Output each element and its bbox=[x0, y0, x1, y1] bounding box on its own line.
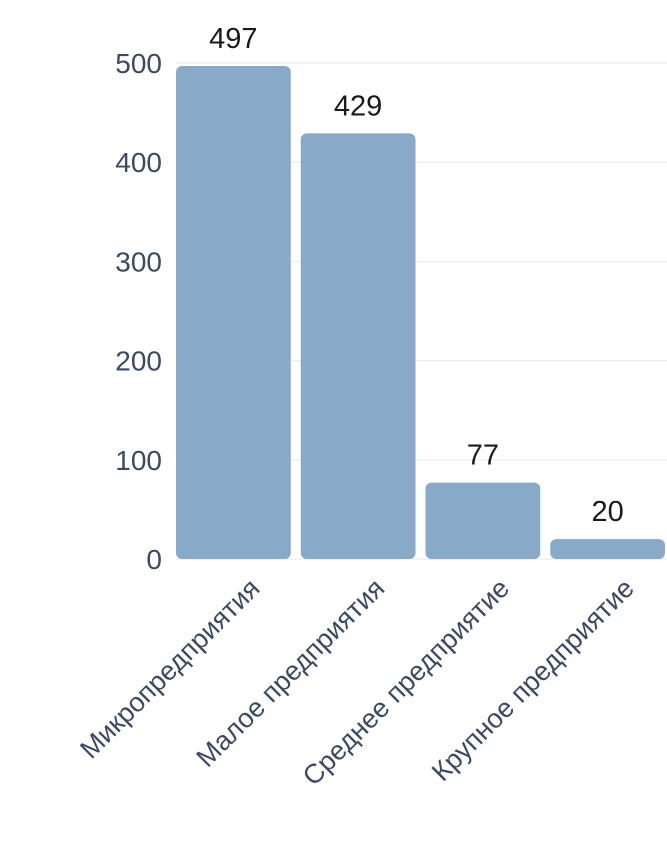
bar bbox=[550, 539, 665, 559]
data-label: 429 bbox=[334, 90, 382, 122]
data-label: 497 bbox=[209, 23, 257, 55]
y-axis: 0 100 200 300 400 500 bbox=[115, 48, 162, 575]
bar bbox=[300, 133, 416, 559]
y-tick-label: 300 bbox=[115, 246, 162, 277]
data-labels: 497 429 77 20 bbox=[209, 23, 624, 528]
x-category-label: Крупное предприятие bbox=[426, 573, 640, 787]
y-tick-label: 500 bbox=[115, 48, 162, 79]
bar bbox=[176, 65, 291, 559]
bar bbox=[425, 482, 541, 559]
y-tick-label: 0 bbox=[146, 544, 162, 575]
data-label: 77 bbox=[467, 440, 499, 472]
x-category-label: Среднее предприятие bbox=[297, 573, 515, 791]
y-tick-label: 200 bbox=[115, 346, 162, 377]
bars bbox=[176, 65, 665, 559]
data-label: 20 bbox=[591, 496, 623, 528]
y-tick-label: 100 bbox=[115, 445, 162, 476]
y-tick-label: 400 bbox=[115, 147, 162, 178]
